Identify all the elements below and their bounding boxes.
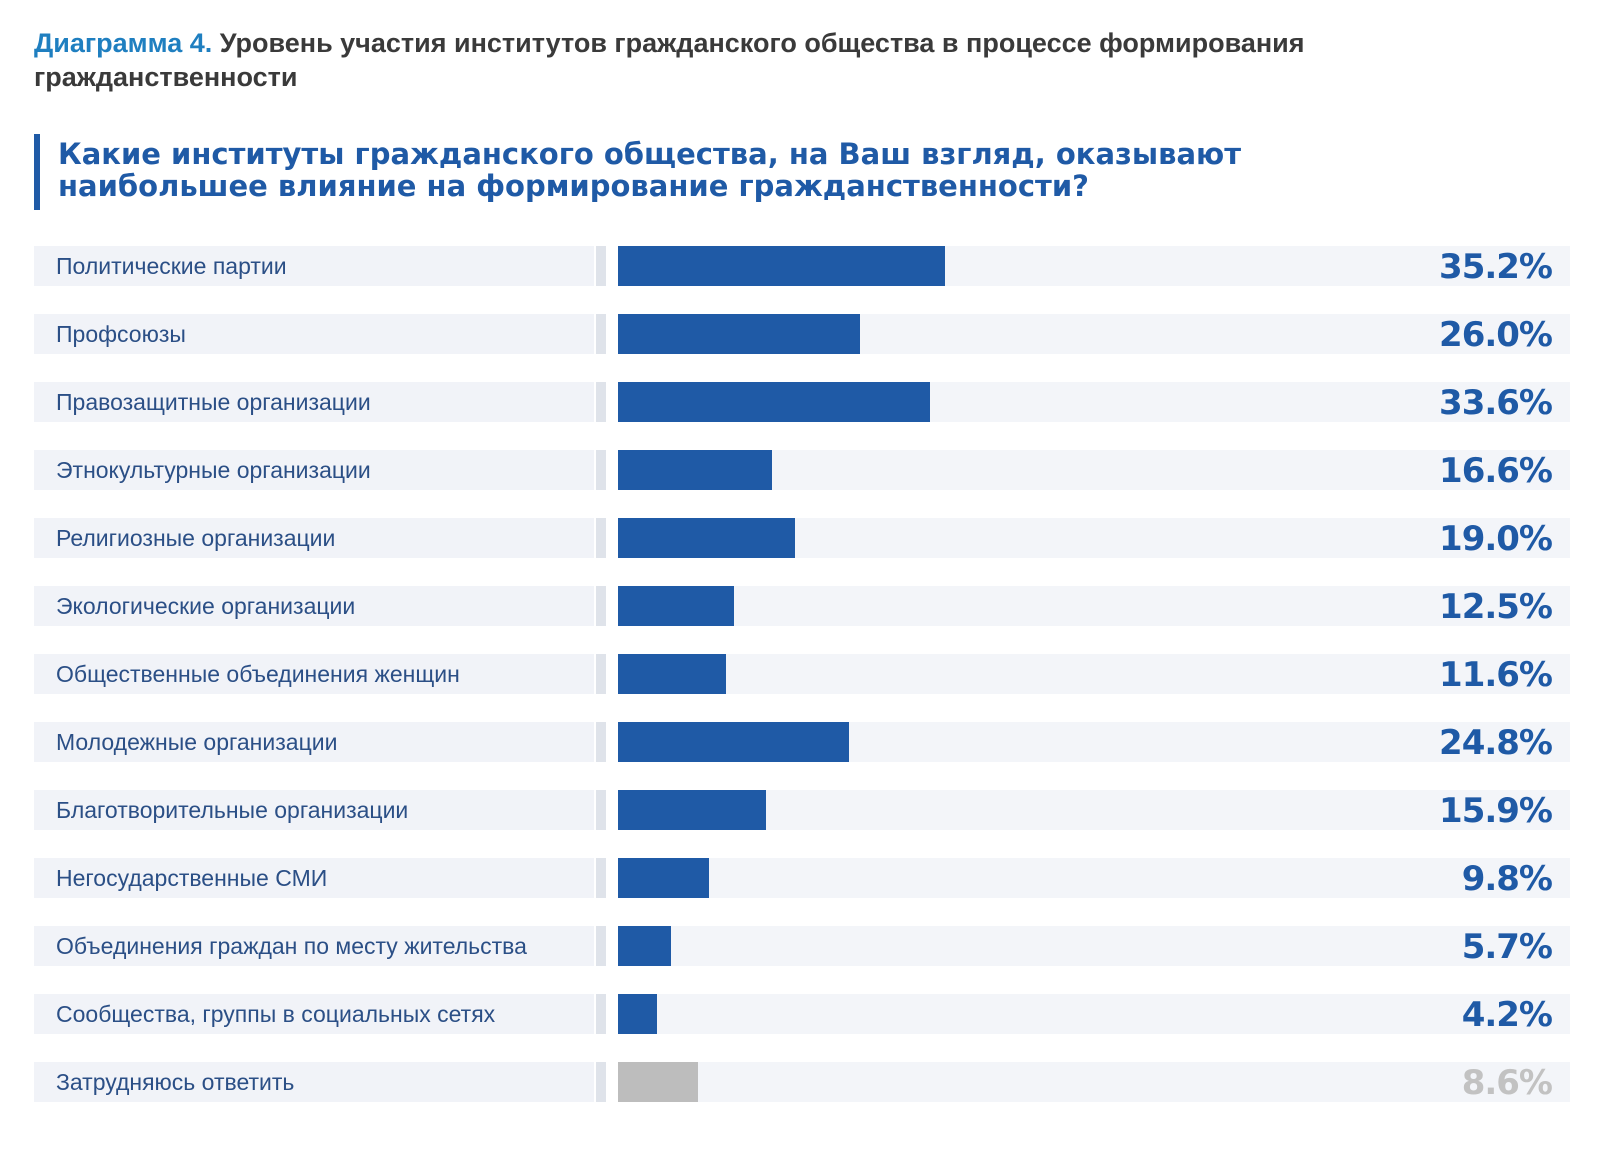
bar-track [618, 994, 1570, 1034]
diagram-number: Диаграмма 4. [34, 28, 213, 58]
row-separator [596, 790, 606, 830]
category-label: Этнокультурные организации [56, 457, 371, 483]
row-separator [596, 926, 606, 966]
chart-row: Сообщества, группы в социальных сетях 4.2… [34, 994, 1570, 1035]
row-separator [596, 858, 606, 898]
row-separator [596, 722, 606, 762]
survey-question-text: Какие институты гражданского общества, н… [58, 137, 1242, 203]
category-label: Затрудняюсь ответить [56, 1069, 295, 1095]
value-label: 4.2% [1461, 995, 1553, 1035]
bar [618, 722, 849, 762]
category-label: Религиозные организации [56, 525, 336, 551]
value-label: 16.6% [1439, 451, 1553, 491]
category-label: Сообщества, группы в социальных сетях [56, 1001, 496, 1027]
category-label-background [34, 654, 594, 694]
row-separator [596, 518, 606, 558]
value-label: 8.6% [1461, 1063, 1553, 1103]
category-label-background [34, 246, 594, 286]
chart-row: Объединения граждан по месту жительства 5… [34, 926, 1570, 967]
survey-question: Какие институты гражданского общества, н… [34, 134, 1458, 210]
bar [618, 314, 860, 354]
bar [618, 790, 766, 830]
bar-track [618, 926, 1570, 966]
category-label-background [34, 382, 594, 422]
row-separator [596, 382, 606, 422]
row-separator [596, 314, 606, 354]
category-label: Правозащитные организации [56, 389, 371, 415]
bar [618, 654, 726, 694]
row-separator [596, 994, 606, 1034]
value-label: 24.8% [1439, 723, 1553, 763]
chart-row: Молодежные организации 24.8% [34, 722, 1570, 763]
bar-track [618, 858, 1570, 898]
diagram-title-text: Уровень участия институтов гражданского … [34, 28, 1305, 92]
category-label-background [34, 314, 594, 354]
bar-track [618, 1062, 1570, 1102]
category-label-background [34, 994, 594, 1034]
value-label: 9.8% [1461, 859, 1553, 899]
value-label: 12.5% [1439, 587, 1553, 627]
row-separator [596, 654, 606, 694]
chart-row: Правозащитные организации 33.6% [34, 382, 1570, 423]
bar [618, 926, 671, 966]
chart-row: Благотворительные организации 15.9% [34, 790, 1570, 831]
value-label: 26.0% [1439, 315, 1553, 355]
bar-track [618, 586, 1570, 626]
category-label: Профсоюзы [56, 321, 186, 347]
category-label-background [34, 450, 594, 490]
category-label-background [34, 586, 594, 626]
bar-track [618, 790, 1570, 830]
chart-row: Этнокультурные организации 16.6% [34, 450, 1570, 491]
value-label: 33.6% [1439, 383, 1553, 423]
category-label-background [34, 518, 594, 558]
chart-row: Негосударственные СМИ 9.8% [34, 858, 1570, 899]
chart-row: Затрудняюсь ответить 8.6% [34, 1062, 1570, 1103]
row-separator [596, 246, 606, 286]
bar [618, 1062, 698, 1102]
bar-track [618, 450, 1570, 490]
category-label-background [34, 926, 594, 966]
category-label: Негосударственные СМИ [56, 865, 328, 891]
chart-row: Политические партии 35.2% [34, 246, 1570, 287]
diagram-title: Диаграмма 4. Уровень участия институтов … [34, 26, 1474, 94]
bar [618, 858, 710, 898]
value-label: 11.6% [1439, 655, 1553, 695]
category-label: Общественные объединения женщин [56, 661, 460, 687]
value-label: 15.9% [1439, 791, 1553, 831]
row-separator [596, 586, 606, 626]
category-label: Молодежные организации [56, 729, 338, 755]
value-label: 19.0% [1439, 519, 1553, 559]
bar [618, 994, 658, 1034]
category-label: Экологические организации [56, 593, 356, 619]
chart-row: Профсоюзы 26.0% [34, 314, 1570, 355]
value-label: 5.7% [1461, 927, 1553, 967]
row-separator [596, 1062, 606, 1102]
bar [618, 382, 931, 422]
bar [618, 518, 795, 558]
category-label-background [34, 1062, 594, 1102]
category-label-background [34, 722, 594, 762]
chart-row: Общественные объединения женщин 11.6% [34, 654, 1570, 695]
category-label: Политические партии [56, 253, 287, 279]
category-label-background [34, 790, 594, 830]
bar [618, 450, 773, 490]
value-label: 35.2% [1439, 247, 1553, 287]
bar [618, 246, 946, 286]
bar [618, 586, 735, 626]
bar-chart: Политические партии 35.2% Профсоюзы 26.0% Пр… [34, 246, 1570, 1136]
chart-row: Экологические организации 12.5% [34, 586, 1570, 627]
row-separator [596, 450, 606, 490]
category-label: Объединения граждан по месту жительства [56, 933, 527, 959]
category-label: Благотворительные организации [56, 797, 409, 823]
chart-row: Религиозные организации 19.0% [34, 518, 1570, 559]
category-label-background [34, 858, 594, 898]
bar-track [618, 654, 1570, 694]
